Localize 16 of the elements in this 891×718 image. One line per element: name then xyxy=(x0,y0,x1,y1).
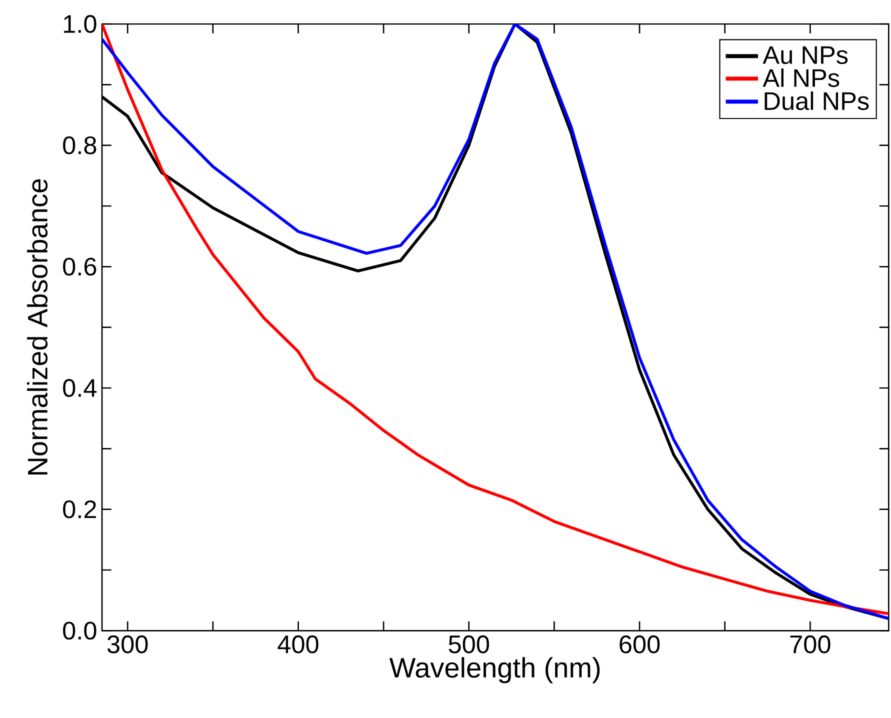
x-axis-title: Wavelength (nm) xyxy=(389,657,600,684)
x-tick-label: 300 xyxy=(107,635,148,654)
x-tick-label: 700 xyxy=(790,635,830,654)
x-tick-label: 600 xyxy=(620,635,660,654)
y-tick-label: 0.0 xyxy=(63,622,96,640)
y-axis-title: Normalized Absorbance xyxy=(27,179,48,474)
x-tick-label: 400 xyxy=(278,635,318,654)
y-tick-label: 0.4 xyxy=(63,379,97,397)
y-tick-label: 0.2 xyxy=(63,500,96,518)
legend-label: Al NPs xyxy=(762,68,840,88)
y-tick-label: 0.6 xyxy=(63,258,96,276)
x-tick-label: 500 xyxy=(448,635,490,654)
y-tick-label: 1.0 xyxy=(64,15,96,33)
legend-label: Dual NPs xyxy=(764,91,869,110)
y-tick-label: 0.8 xyxy=(63,136,96,154)
legend-label: Au NPs xyxy=(762,46,848,64)
